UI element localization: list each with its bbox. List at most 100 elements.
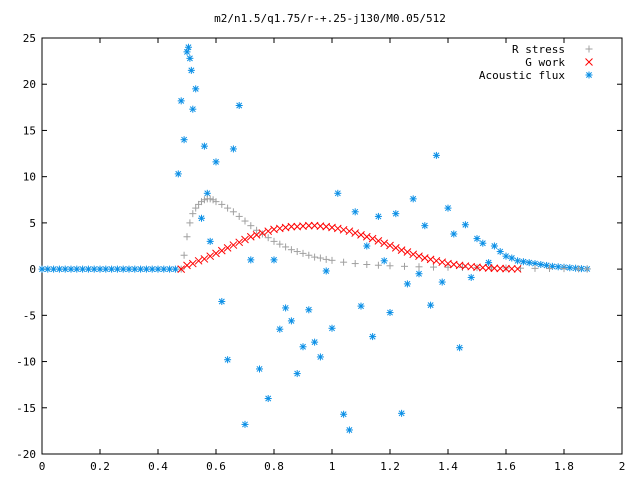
data-point <box>386 262 394 270</box>
data-point <box>426 255 435 264</box>
data-point <box>374 212 382 220</box>
data-point <box>212 158 220 166</box>
data-point <box>397 246 406 255</box>
data-point <box>328 324 336 332</box>
data-point <box>507 264 516 273</box>
legend-label-acoustic-flux: Acoustic flux <box>479 69 565 82</box>
data-point <box>189 210 197 218</box>
data-point <box>380 239 389 248</box>
data-point <box>212 249 220 258</box>
data-point <box>386 241 394 250</box>
x-tick-label: 1.6 <box>496 460 516 473</box>
data-point <box>61 265 69 273</box>
legend-marker-acoustic-flux <box>585 71 593 79</box>
data-point <box>351 260 359 268</box>
data-point <box>316 353 324 361</box>
y-tick-label: 5 <box>29 217 36 230</box>
y-tick-label: -20 <box>16 448 36 461</box>
data-point <box>154 265 162 273</box>
data-point <box>276 240 284 248</box>
data-point <box>206 237 214 245</box>
data-point <box>363 260 371 268</box>
data-point <box>531 264 539 272</box>
data-point <box>174 170 182 178</box>
data-point <box>345 426 353 434</box>
data-point <box>293 248 301 256</box>
data-point <box>363 242 371 250</box>
data-point <box>183 261 191 270</box>
data-point <box>177 97 185 105</box>
data-point <box>50 265 58 273</box>
data-point <box>186 219 194 227</box>
data-point <box>224 204 232 212</box>
data-point <box>258 229 267 237</box>
data-point <box>362 232 371 241</box>
data-point <box>311 253 319 261</box>
data-point <box>502 252 510 260</box>
data-point <box>432 151 440 159</box>
data-point <box>186 54 194 62</box>
data-point <box>560 265 568 273</box>
data-point <box>247 222 255 230</box>
data-point <box>229 241 238 249</box>
plot-frame <box>41 37 623 455</box>
data-point <box>218 200 226 208</box>
y-tick-label: -5 <box>23 309 36 322</box>
y-tick-label: 15 <box>23 124 36 137</box>
x-tick-label: 2 <box>619 460 626 473</box>
data-point <box>256 365 263 373</box>
data-point <box>180 251 188 259</box>
data-point <box>543 261 551 269</box>
data-point <box>235 212 243 220</box>
data-point <box>229 145 237 153</box>
data-point <box>304 221 313 230</box>
data-point <box>357 302 365 310</box>
y-tick-label: 25 <box>23 32 36 45</box>
data-point <box>351 208 359 216</box>
data-point <box>391 243 400 252</box>
data-point <box>490 264 499 273</box>
series-acoustic-flux <box>38 43 591 434</box>
data-point <box>421 222 429 230</box>
y-tick-label: -15 <box>16 402 36 415</box>
data-point <box>484 264 493 272</box>
data-point <box>241 420 249 428</box>
data-point <box>403 248 412 256</box>
x-tick-label: 0.8 <box>264 460 284 473</box>
data-point <box>287 317 295 325</box>
data-point <box>235 101 243 109</box>
data-point <box>478 263 487 272</box>
data-point <box>183 233 191 241</box>
data-point <box>293 370 301 378</box>
data-point <box>513 265 522 273</box>
data-point <box>502 264 510 273</box>
data-point <box>229 208 237 216</box>
legend-marker-r-stress <box>585 45 593 53</box>
data-point <box>270 237 278 245</box>
data-point <box>212 198 220 206</box>
data-point <box>224 356 232 364</box>
data-point <box>241 235 249 244</box>
data-point <box>386 309 394 317</box>
data-point <box>444 204 452 212</box>
legend-label-g-work: G work <box>525 56 565 69</box>
data-point <box>200 255 209 263</box>
legend-marker-g-work <box>585 58 593 66</box>
data-point <box>192 85 200 93</box>
data-point <box>427 301 435 309</box>
data-point <box>334 189 342 197</box>
data-point <box>252 231 261 239</box>
data-point <box>177 265 186 273</box>
data-point <box>537 260 545 268</box>
x-tick-label: 1 <box>329 460 336 473</box>
data-point <box>198 214 205 222</box>
data-point <box>188 259 197 268</box>
data-point <box>187 66 195 74</box>
data-point <box>194 256 203 265</box>
data-point <box>351 229 360 237</box>
data-point <box>180 136 188 144</box>
data-point <box>282 243 290 251</box>
data-point <box>339 225 348 234</box>
data-point <box>415 263 423 271</box>
